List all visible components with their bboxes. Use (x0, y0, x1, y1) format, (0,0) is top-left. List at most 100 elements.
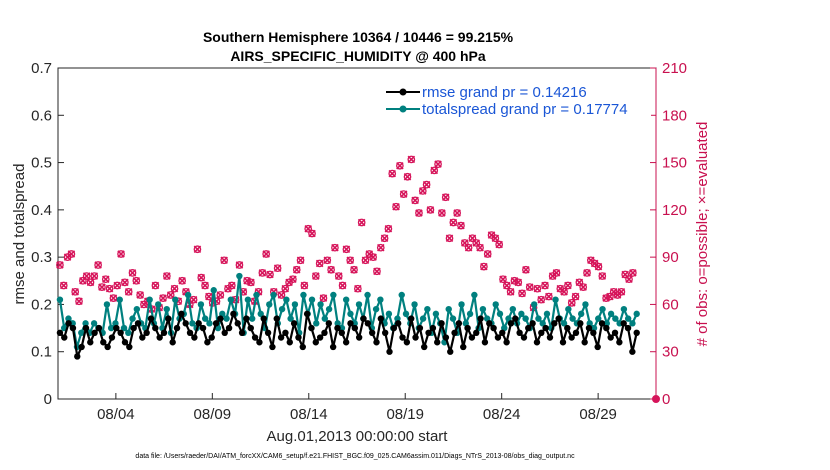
y-tick-label: 0.4 (31, 202, 52, 219)
obs-possible-point (151, 281, 160, 290)
obs-evaluated-point (67, 250, 76, 258)
totalspread-point (599, 305, 606, 313)
totalspread-point (334, 320, 341, 327)
obs-evaluated-point (377, 243, 385, 252)
totalspread-point (201, 315, 209, 322)
totalspread-point (244, 296, 252, 303)
obs-evaluated-point (369, 253, 377, 261)
obs-possible-point (277, 291, 286, 299)
obs-evaluated-point (503, 281, 511, 290)
rmse-point (65, 320, 72, 327)
obs-evaluated-point (266, 270, 274, 279)
obs-possible-point (319, 294, 328, 302)
obs-possible-point (197, 273, 206, 282)
obs-evaluated-point (541, 281, 549, 290)
obs-possible-point (598, 272, 607, 280)
rmse-point (425, 329, 432, 336)
obs-possible-point (544, 292, 553, 301)
obs-possible-point (396, 161, 404, 170)
totalspread-point (257, 310, 264, 318)
obs-possible-point (128, 269, 137, 277)
obs-possible-point (438, 209, 446, 217)
rmse-point (182, 320, 189, 327)
rmse-point (208, 334, 215, 341)
totalspread-point (620, 305, 628, 313)
obs-evaluated-point (445, 234, 454, 242)
obs-possible-point (113, 281, 122, 290)
totalspread-point (402, 310, 410, 318)
obs-possible-point (495, 240, 504, 249)
rmse-point (221, 329, 228, 336)
obs-possible-point (166, 291, 175, 299)
totalspread-point (248, 315, 256, 322)
totalspread-point (146, 296, 153, 303)
totalspread-point (223, 315, 230, 322)
obs-evaluated-point (82, 272, 91, 280)
obs-possible-point (361, 256, 370, 265)
totalspread-point (509, 305, 517, 313)
obs-possible-point (399, 190, 408, 198)
totalspread-point (479, 305, 487, 313)
x-tick-label: 08/14 (290, 406, 328, 423)
obs-evaluated-point (625, 275, 633, 283)
chart-subtitle: AIRS_SPECIFIC_HUMIDITY @ 400 hPa (230, 48, 486, 64)
totalspread-point (154, 301, 162, 308)
obs-evaluated-point (545, 292, 553, 301)
obs-evaluated-point (392, 202, 400, 211)
totalspread-point (552, 296, 559, 303)
obs-possible-point (98, 283, 106, 291)
obs-evaluated-point (518, 289, 526, 298)
rmse-point (82, 324, 90, 332)
obs-evaluated-point (449, 218, 458, 227)
obs-possible-point (541, 281, 549, 290)
obs-evaluated-point (197, 273, 206, 282)
obs-possible-point (59, 281, 68, 290)
obs-possible-point (308, 229, 316, 238)
obs-evaluated-point (289, 275, 297, 283)
obs-evaluated-point (373, 267, 381, 276)
obs-evaluated-point (617, 288, 626, 296)
obs-possible-point (621, 270, 630, 279)
obs-evaluated-point (495, 240, 503, 249)
rmse-point (611, 329, 619, 336)
totalspread-point (633, 310, 640, 318)
obs-evaluated-point (163, 272, 171, 280)
totalspread-point (90, 320, 98, 327)
obs-evaluated-point (403, 172, 412, 181)
obs-possible-point (571, 292, 580, 301)
obs-evaluated-point (422, 180, 431, 189)
totalspread-point (424, 305, 431, 313)
obs-possible-point (506, 287, 515, 296)
obs-possible-point (94, 261, 102, 269)
rmse-point (126, 343, 133, 351)
rmse-point (381, 329, 389, 336)
rmse-series (56, 310, 640, 360)
obs-evaluated-point (564, 281, 572, 290)
y-right-tick-label: 0 (662, 391, 670, 408)
rmse-point (334, 324, 341, 332)
obs-series (56, 155, 660, 403)
rmse-point (251, 334, 259, 341)
rmse-point (455, 320, 463, 327)
obs-possible-point (109, 294, 118, 302)
obs-evaluated-point (94, 261, 102, 269)
obs-possible-point (380, 234, 389, 243)
rmse-point (225, 324, 233, 332)
rmse-point (516, 329, 523, 336)
y-right-tick-label: 90 (662, 249, 679, 266)
obs-possible-point (56, 261, 64, 269)
obs-evaluated-point (105, 284, 114, 293)
totalspread-point (163, 305, 170, 313)
rmse-point (260, 315, 267, 322)
obs-possible-point (300, 281, 309, 290)
obs-evaluated-point (579, 283, 587, 291)
obs-possible-point (560, 287, 568, 296)
rmse-point (360, 315, 367, 322)
totalspread-point (210, 287, 217, 294)
obs-possible-point (392, 202, 400, 211)
obs-possible-point (606, 292, 614, 301)
obs-possible-point (170, 284, 179, 293)
obs-evaluated-point (464, 243, 473, 252)
obs-evaluated-point (438, 209, 446, 217)
rmse-point (217, 315, 224, 322)
